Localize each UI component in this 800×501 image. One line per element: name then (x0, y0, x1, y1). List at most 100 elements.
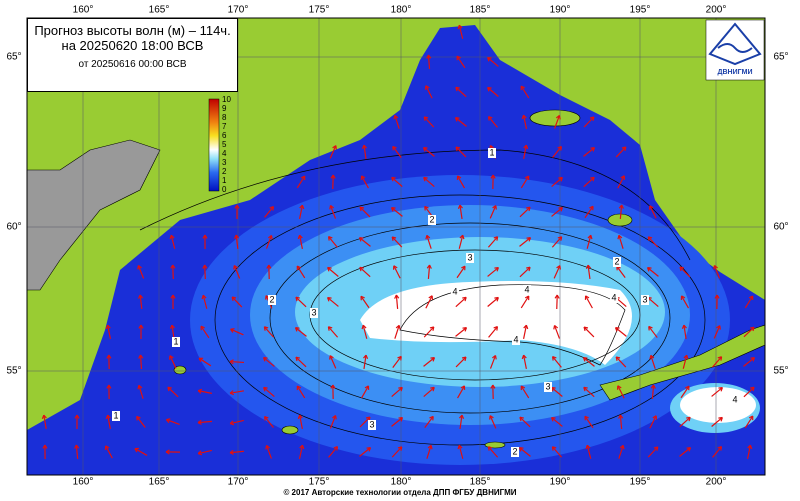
lon-label: 170° (228, 477, 249, 488)
wind-arrow (649, 415, 658, 429)
wind-arrow (391, 176, 403, 188)
wind-arrow (425, 234, 432, 249)
wind-arrow (391, 386, 403, 398)
lon-label: 180° (391, 477, 412, 488)
contour-label: 4 (611, 292, 616, 302)
wind-arrow (714, 294, 720, 310)
wind-arrow (423, 357, 436, 367)
colorbar-label: 9 (222, 104, 227, 113)
wind-arrow (584, 205, 594, 219)
wind-arrow (488, 326, 499, 338)
wind-arrow (519, 416, 531, 428)
wind-arrow (329, 204, 337, 219)
contour-label: 4 (732, 394, 737, 404)
wind-arrow (618, 444, 625, 459)
wind-arrow (169, 234, 176, 249)
contour-label-bg (731, 395, 739, 405)
contour-label: 4 (524, 284, 529, 294)
wind-arrow (328, 446, 339, 458)
contour-label-bg (511, 447, 519, 457)
wind-arrow (198, 357, 212, 367)
wind-arrow (229, 449, 245, 455)
wind-arrow (394, 294, 400, 310)
contour-label-bg (523, 285, 531, 295)
wind-arrow (392, 355, 402, 368)
wind-arrow (299, 204, 305, 219)
graticule (27, 18, 765, 475)
wind-arrow (553, 265, 561, 279)
wind-arrow (426, 54, 432, 70)
lon-label: 165° (149, 477, 170, 488)
wind-arrow (137, 384, 144, 399)
wind-arrow (489, 415, 497, 429)
wind-arrow (617, 175, 626, 189)
wind-arrow (391, 236, 403, 248)
wind-arrow (584, 415, 594, 429)
contour-label-bg (310, 308, 318, 318)
wind-arrow (743, 386, 755, 398)
wind-arrow (554, 114, 561, 129)
logo: ДВНИГМИ (705, 19, 765, 81)
lon-label: 160° (73, 5, 94, 16)
wind-arrow (234, 204, 240, 220)
wind-arrow (392, 265, 401, 279)
contour-label-bg (172, 337, 180, 347)
wind-arrow (520, 175, 530, 189)
wind-arrow (711, 416, 723, 427)
wind-arrow (523, 144, 529, 159)
wind-arrow (519, 206, 531, 218)
wind-arrow (425, 295, 434, 309)
wind-arrow (551, 416, 563, 427)
wind-arrow (106, 354, 112, 370)
wind-arrow (266, 264, 272, 280)
wind-arrow (713, 265, 721, 279)
wind-arrow (489, 205, 497, 219)
wind-arrow (681, 324, 687, 340)
colorbar-label: 1 (222, 176, 227, 185)
lon-label: 190° (550, 477, 571, 488)
title-box: Прогноз высоты волн (м) – 114ч. на 20250… (27, 18, 238, 92)
wind-arrow (265, 444, 273, 459)
wind-arrow (585, 264, 592, 280)
wind-arrow (522, 324, 529, 339)
wind-arrow (423, 386, 435, 398)
wind-arrows (41, 24, 756, 460)
wind-arrow (455, 356, 467, 368)
wind-arrow (648, 325, 658, 338)
contour-label: 2 (429, 214, 434, 224)
wind-arrow (616, 385, 625, 399)
wind-arrow (487, 266, 499, 277)
colorbar-label: 5 (222, 140, 227, 149)
wind-arrow (520, 85, 530, 99)
wind-arrow (327, 296, 339, 307)
lon-label: 185° (470, 5, 491, 16)
wind-arrow (263, 356, 275, 367)
islands (173, 109, 765, 449)
wind-arrow (363, 354, 369, 370)
wind-arrow (458, 414, 465, 430)
wind-arrow (391, 417, 404, 427)
wind-arrow (165, 418, 180, 425)
contour-label-bg (451, 287, 459, 297)
wind-arrow (679, 416, 691, 428)
contour-label: 2 (614, 256, 619, 266)
wind-arrow (360, 175, 369, 189)
logo-text: ДВНИГМИ (718, 69, 753, 76)
wind-arrow (551, 236, 563, 248)
wind-arrow (201, 294, 208, 309)
wind-arrow (329, 414, 337, 429)
wind-arrow (297, 234, 303, 249)
wind-arrow (138, 324, 144, 340)
wind-arrow (584, 295, 593, 309)
wind-arrow (297, 414, 303, 429)
lon-label: 195° (630, 5, 651, 16)
wind-arrow (615, 356, 627, 368)
wind-arrow (74, 414, 80, 430)
lat-label: 65° (6, 52, 21, 63)
wind-arrow (618, 414, 624, 430)
wind-arrow (553, 324, 561, 339)
wind-arrow (390, 207, 403, 217)
wind-arrow (455, 327, 468, 337)
wind-arrow (361, 144, 368, 160)
